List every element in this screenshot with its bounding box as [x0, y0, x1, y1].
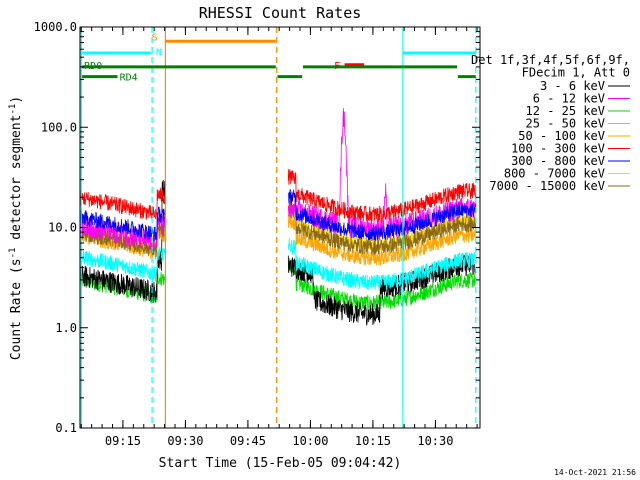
- series-trace: [287, 169, 477, 223]
- y-axis-label-part: -1: [8, 248, 18, 259]
- state-label: F: [334, 61, 340, 72]
- state-label: S: [152, 33, 158, 44]
- state-label: RD0: [84, 61, 102, 72]
- series-trace: [80, 206, 167, 242]
- legend-label: 300 - 800 keV: [511, 154, 605, 168]
- series-trace: [287, 202, 477, 255]
- y-axis-label: Count Rate (s-1 detector segment-1): [8, 96, 24, 360]
- y-axis-label-part: detector segment: [9, 115, 24, 248]
- legend-label: 7000 - 15000 keV: [489, 179, 605, 193]
- x-tick-label: 09:30: [167, 434, 203, 448]
- legend-label: 6 - 12 keV: [533, 92, 605, 106]
- x-tick-label: 10:15: [355, 434, 391, 448]
- legend-label: 25 - 50 keV: [526, 117, 605, 131]
- state-label: N: [156, 47, 162, 58]
- legend-header: Det 1f,3f,4f,5f,6f,9f,: [471, 53, 630, 67]
- legend-label: 50 - 100 keV: [518, 129, 605, 143]
- y-axis-label-part: -1: [8, 104, 18, 115]
- legend-header: FDecim 1, Att 0: [522, 66, 630, 80]
- x-tick-label: 09:15: [105, 434, 141, 448]
- legend-label: 800 - 7000 keV: [504, 167, 605, 181]
- y-tick-label: 10.0: [48, 221, 77, 235]
- series-trace: [287, 258, 477, 312]
- x-axis-label: Start Time (15-Feb-05 09:04:42): [159, 456, 402, 471]
- y-axis-label-part: ): [9, 96, 24, 104]
- legend: Det 1f,3f,4f,5f,6f,9f,FDecim 1, Att 03 -…: [471, 53, 630, 193]
- legend-label: 3 - 6 keV: [540, 79, 605, 93]
- x-tick-label: 10:00: [292, 434, 328, 448]
- footer-timestamp: 14-Oct-2021 21:56: [554, 468, 636, 477]
- chart-title: RHESSI Count Rates: [199, 4, 362, 22]
- x-tick-label: 09:45: [230, 434, 266, 448]
- series-trace: [287, 238, 477, 291]
- axes: 1000.0 100.0 10.0 1.0 0.1 09:15 09:30 09:45 10:0…: [34, 20, 480, 448]
- plot-area: RD0 RD4 SN F: [80, 27, 477, 428]
- series-trace: [288, 189, 477, 241]
- series-trace: [287, 214, 477, 267]
- y-tick-label: 0.1: [55, 421, 77, 435]
- state-label: RD4: [120, 73, 138, 84]
- y-axis-label-part: Count Rate (s: [9, 258, 24, 360]
- y-tick-label: 100.0: [41, 120, 77, 134]
- legend-label: 100 - 300 keV: [511, 142, 605, 156]
- series-trace: [80, 226, 167, 260]
- series-trace: [80, 246, 167, 283]
- x-tick-label: 10:30: [417, 434, 453, 448]
- y-tick-label: 1.0: [55, 321, 77, 335]
- y-tick-label: 1000.0: [34, 20, 77, 34]
- legend-label: 12 - 25 keV: [526, 104, 605, 118]
